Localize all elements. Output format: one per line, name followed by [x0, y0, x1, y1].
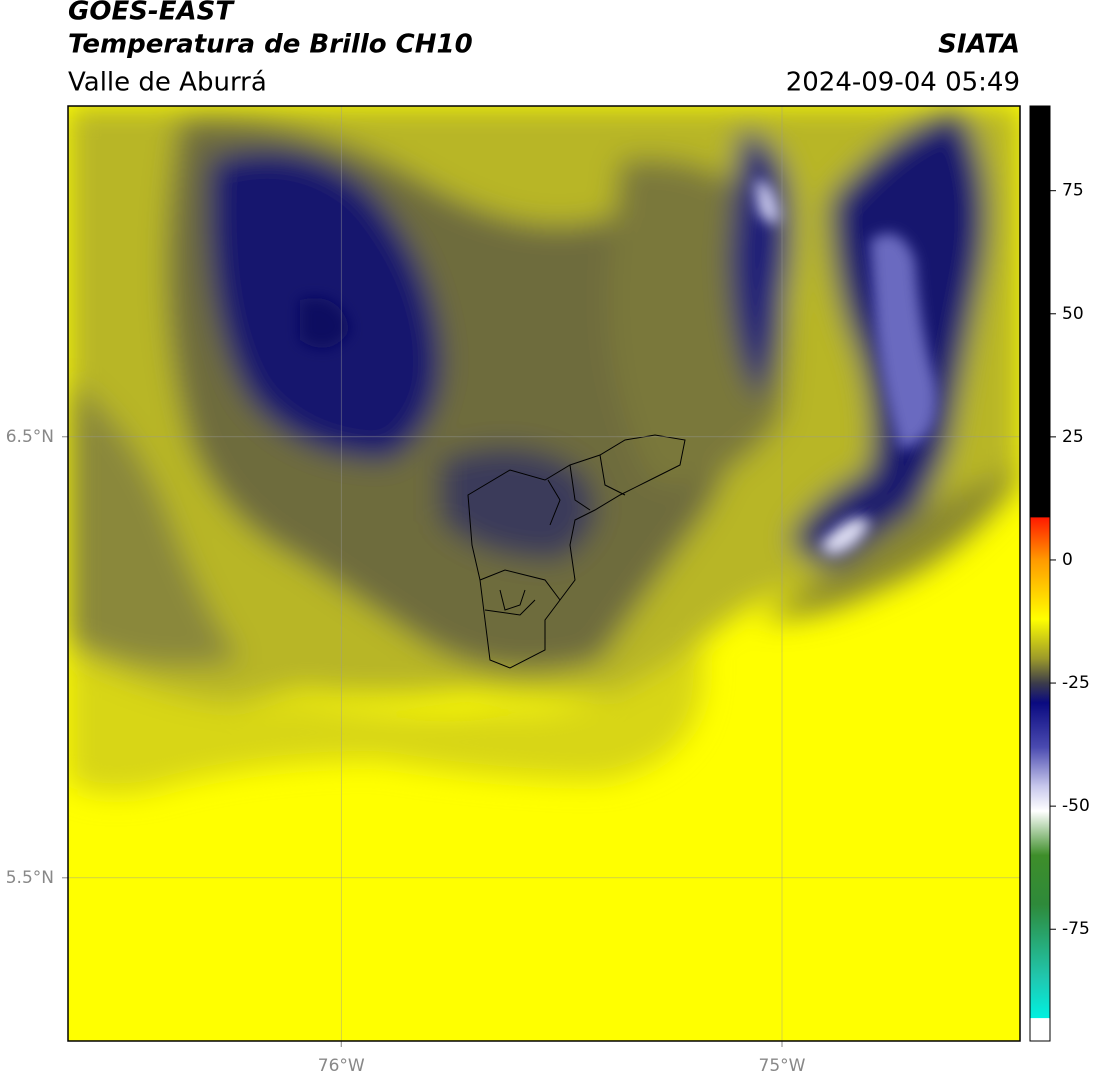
graticule — [62, 106, 1020, 1047]
colorbar-tick-label: 50 — [1062, 304, 1084, 324]
lat-tick-label: 5.5°N — [6, 868, 54, 888]
colorbar-tick-label: 25 — [1062, 427, 1084, 447]
region: Valle de Aburrá — [68, 68, 267, 98]
subtitle: Temperatura de Brillo CH10 — [68, 30, 473, 60]
colorbar-tick-label: 0 — [1062, 550, 1073, 570]
colorbar-tick-label: -75 — [1062, 919, 1090, 939]
colorbar — [1029, 105, 1051, 1042]
title: GOES-EAST — [68, 0, 235, 27]
map-frame — [67, 105, 1021, 1042]
colorbar-tick-label: -25 — [1062, 673, 1090, 693]
source: SIATA — [938, 30, 1020, 60]
lon-tick-label: 76°W — [318, 1056, 365, 1076]
colorbar-tick-label: -50 — [1062, 796, 1090, 816]
municipality-boundaries — [467, 434, 686, 669]
datetime: 2024-09-04 05:49 — [786, 68, 1020, 98]
colorbar-tick-label: 75 — [1062, 181, 1084, 201]
lat-tick-label: 6.5°N — [6, 427, 54, 447]
lon-tick-label: 75°W — [759, 1056, 806, 1076]
satellite-image — [68, 106, 1020, 1041]
